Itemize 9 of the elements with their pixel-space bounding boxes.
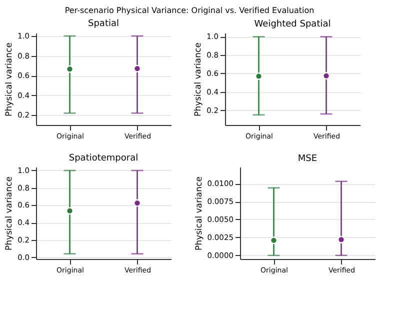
chart-title: Spatial	[88, 18, 119, 29]
y-axis-title: Physical variance	[4, 42, 15, 116]
chart-title: MSE	[298, 154, 318, 164]
chart-title: Spatiotemporal	[68, 153, 138, 164]
y-axis-title: Physical variance	[4, 176, 15, 250]
chart-title: Weighted Spatial	[254, 20, 331, 30]
y-axis-title: Physical variance	[194, 42, 204, 116]
y-axis-title: Physical variance	[194, 176, 204, 250]
text: Per-scenario Physical Variance: Original vs. Verified Evaluation	[64, 6, 314, 15]
